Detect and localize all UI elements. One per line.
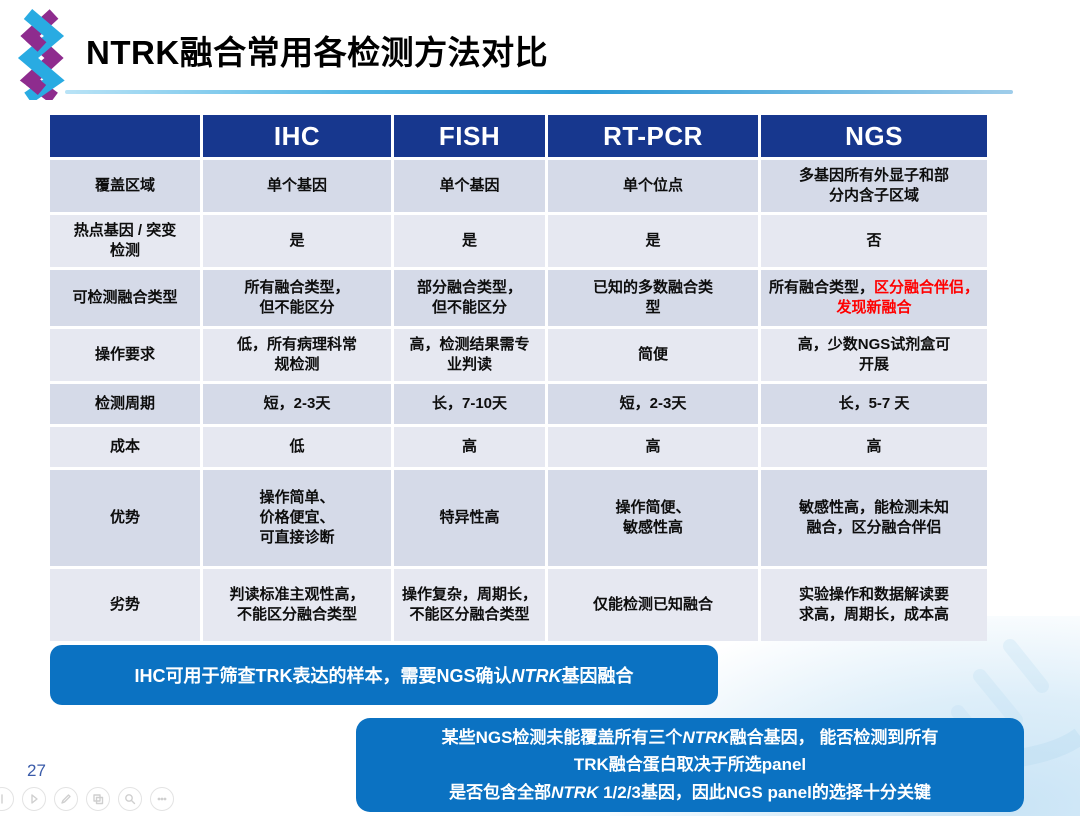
note-text-part: 是否包含全部 [449,782,552,802]
cell-coverage-rtpcr: 单个位点 [548,160,758,212]
cell-operation-ihc: 低，所有病理科常 规检测 [203,329,391,381]
comparison-table: IHC FISH RT-PCR NGS 覆盖区域 单个基因 单个基因 单个位点 … [47,112,990,644]
cell-turnaround-ihc: 短，2-3天 [203,384,391,424]
note-text-italic: NTRK [682,727,730,747]
table-row: 操作要求 低，所有病理科常 规检测 高，检测结果需专 业判读 简便 高，少数NG… [50,329,987,381]
cell-advantage-fish: 特异性高 [394,470,545,566]
title-divider [65,90,1013,94]
table-row: 可检测融合类型 所有融合类型， 但不能区分 部分融合类型， 但不能区分 已知的多… [50,270,987,326]
ihc-screening-note: IHC可用于筛查TRK表达的样本，需要NGS确认NTRK基因融合 [50,645,718,705]
table-row: 优势 操作简单、 价格便宜、 可直接诊断 特异性高 操作简便、 敏感性高 敏感性… [50,470,987,566]
cell-disadvantage-ihc: 判读标准主观性高， 不能区分融合类型 [203,569,391,641]
note-text-part: TRK融合蛋白取决于所选panel [573,755,807,775]
cell-cost-fish: 高 [394,427,545,467]
menu-icon[interactable] [0,787,14,811]
cell-operation-fish: 高，检测结果需专 业判读 [394,329,545,381]
note-text: 某些NGS检测未能覆盖所有三个NTRK融合基因， 能否检测到所有 TRK融合蛋白… [442,724,939,807]
header-blank [50,115,200,157]
header-ngs: NGS [761,115,987,157]
search-icon[interactable] [118,787,142,811]
cell-disadvantage-ngs: 实验操作和数据解读要 求高，周期长，成本高 [761,569,987,641]
cell-hotspot-rtpcr: 是 [548,215,758,267]
row-label: 优势 [50,470,200,566]
cell-text-highlight: 区分融合伴侣，发现新融合 [836,279,980,316]
header-fish: FISH [394,115,545,157]
row-label: 检测周期 [50,384,200,424]
cell-fusiontype-ngs: 所有融合类型，区分融合伴侣，发现新融合 [761,270,987,326]
cell-operation-ngs: 高，少数NGS试剂盒可 开展 [761,329,987,381]
pencil-icon[interactable] [54,787,78,811]
cell-coverage-ihc: 单个基因 [203,160,391,212]
note-text-part: 某些NGS检测未能覆盖所有三个 [441,727,683,747]
cell-hotspot-ngs: 否 [761,215,987,267]
play-icon[interactable] [22,787,46,811]
page-number: 27 [27,761,46,780]
copy-icon[interactable] [86,787,110,811]
page-title: NTRK融合常用各检测方法对比 [86,34,549,71]
dna-helix-logo-icon [14,8,68,104]
note-text-part: IHC可用于筛查TRK表达的样本，需要NGS确认 [134,666,512,686]
cell-fusiontype-fish: 部分融合类型， 但不能区分 [394,270,545,326]
table-row: 成本 低 高 高 高 [50,427,987,467]
header-ihc: IHC [203,115,391,157]
cell-text: 所有融合类型， [768,279,874,297]
note-text-part: 融合基因， 能否检测到所有 [729,727,939,747]
cell-operation-rtpcr: 简便 [548,329,758,381]
cell-turnaround-fish: 长，7-10天 [394,384,545,424]
row-label: 可检测融合类型 [50,270,200,326]
cell-coverage-ngs: 多基因所有外显子和部 分内含子区域 [761,160,987,212]
cell-cost-ngs: 高 [761,427,987,467]
cell-advantage-ihc: 操作简单、 价格便宜、 可直接诊断 [203,470,391,566]
row-label: 成本 [50,427,200,467]
cell-turnaround-ngs: 长，5-7 天 [761,384,987,424]
cell-coverage-fish: 单个基因 [394,160,545,212]
note-text-italic: NTRK [551,782,599,802]
cell-advantage-ngs: 敏感性高，能检测未知 融合，区分融合伴侣 [761,470,987,566]
cell-disadvantage-rtpcr: 仅能检测已知融合 [548,569,758,641]
note-text-part: 基因融合 [561,666,634,686]
cell-cost-rtpcr: 高 [548,427,758,467]
table-row: 热点基因 / 突变 检测 是 是 是 否 [50,215,987,267]
cell-hotspot-fish: 是 [394,215,545,267]
cell-cost-ihc: 低 [203,427,391,467]
note-text: IHC可用于筛查TRK表达的样本，需要NGS确认NTRK基因融合 [135,662,634,688]
row-label: 操作要求 [50,329,200,381]
viewer-toolbar [0,787,174,811]
ngs-panel-note: 某些NGS检测未能覆盖所有三个NTRK融合基因， 能否检测到所有 TRK融合蛋白… [356,718,1024,812]
row-label: 劣势 [50,569,200,641]
cell-fusiontype-rtpcr: 已知的多数融合类 型 [548,270,758,326]
more-icon[interactable] [150,787,174,811]
table-row: 覆盖区域 单个基因 单个基因 单个位点 多基因所有外显子和部 分内含子区域 [50,160,987,212]
cell-disadvantage-fish: 操作复杂，周期长， 不能区分融合类型 [394,569,545,641]
table-header-row: IHC FISH RT-PCR NGS [50,115,987,157]
table-row: 检测周期 短，2-3天 长，7-10天 短，2-3天 长，5-7 天 [50,384,987,424]
cell-advantage-rtpcr: 操作简便、 敏感性高 [548,470,758,566]
row-label: 热点基因 / 突变 检测 [50,215,200,267]
note-text-part: 1/2/3基因，因此NGS panel的选择十分关键 [598,782,931,802]
table-row: 劣势 判读标准主观性高， 不能区分融合类型 操作复杂，周期长， 不能区分融合类型… [50,569,987,641]
cell-fusiontype-ihc: 所有融合类型， 但不能区分 [203,270,391,326]
header-rtpcr: RT-PCR [548,115,758,157]
cell-hotspot-ihc: 是 [203,215,391,267]
cell-turnaround-rtpcr: 短，2-3天 [548,384,758,424]
note-text-italic: NTRK [511,666,562,686]
row-label: 覆盖区域 [50,160,200,212]
